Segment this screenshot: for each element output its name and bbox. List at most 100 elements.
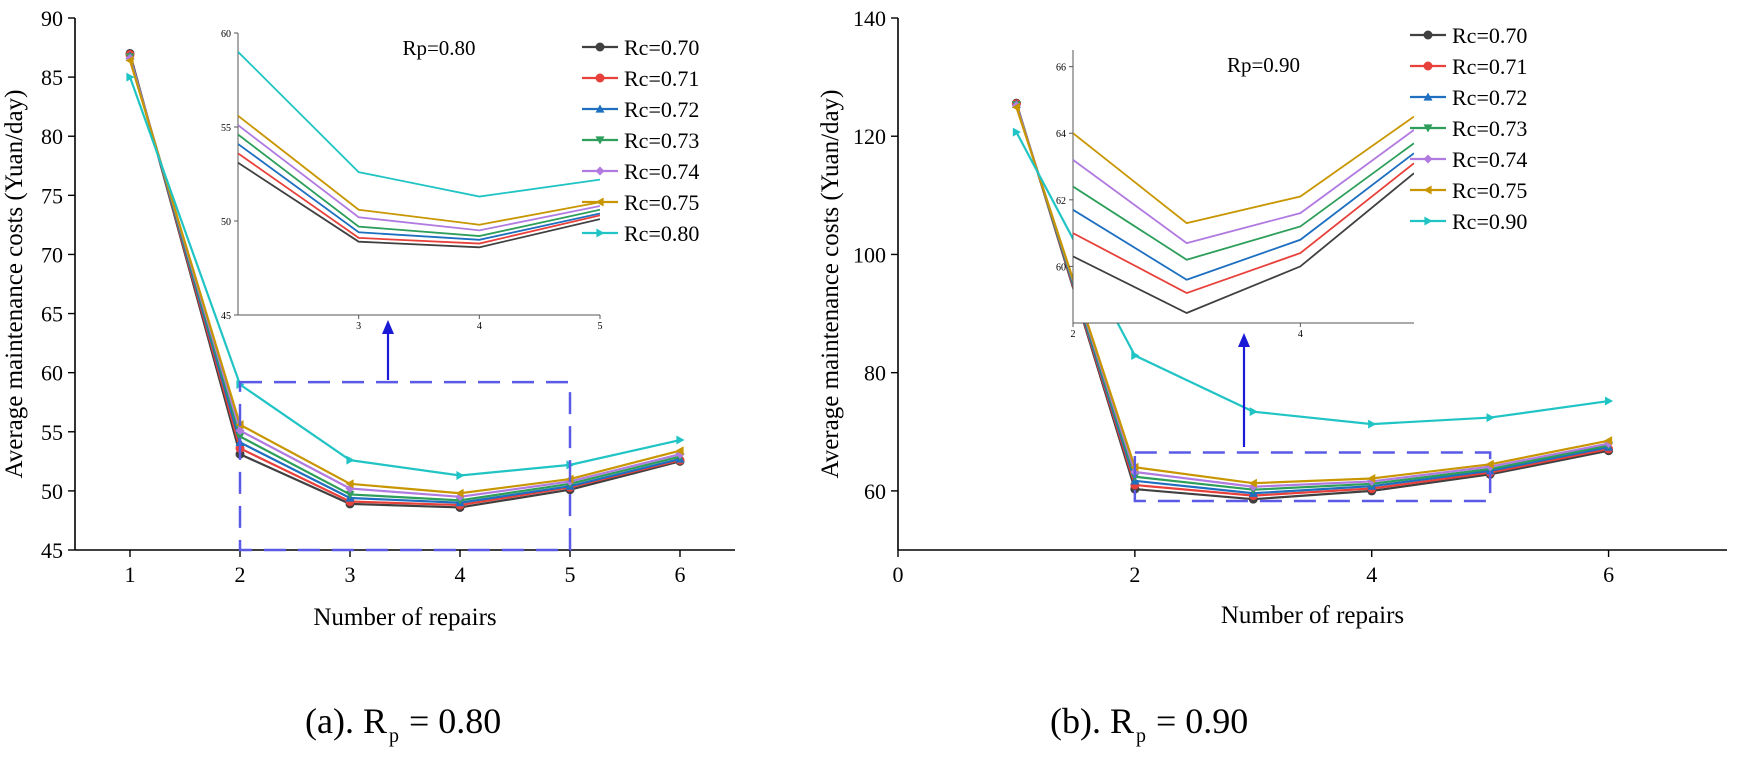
x-axis-label: Number of repairs — [1221, 602, 1404, 629]
inset-series-line — [1073, 162, 1414, 295]
data-point — [1249, 407, 1258, 417]
x-tick-label: 4 — [1366, 562, 1377, 587]
legend-marker — [1424, 216, 1433, 226]
data-point — [346, 455, 355, 465]
y-tick-label: 70 — [41, 242, 63, 267]
y-tick-label: 45 — [41, 538, 63, 563]
x-tick-label: 2 — [1129, 562, 1140, 587]
y-tick-label: 75 — [41, 183, 63, 208]
legend-label: Rc=0.73 — [624, 128, 699, 153]
data-point — [125, 56, 134, 66]
data-point — [1486, 413, 1495, 423]
inset-y-tick-label: 60 — [1056, 262, 1066, 273]
inset-x-tick-label: 3 — [356, 321, 361, 332]
inset-series-line — [1073, 129, 1414, 245]
legend-marker — [595, 73, 605, 83]
data-point — [345, 479, 354, 489]
inset-background — [1073, 50, 1414, 323]
inset-y-tick-label: 62 — [1056, 196, 1066, 207]
y-axis-label: Average maintenance costs (Yuan/day) — [1, 90, 28, 479]
inset-title: Rp=0.90 — [1227, 53, 1300, 77]
y-tick-label: 85 — [41, 65, 63, 90]
legend-marker — [595, 197, 604, 207]
legend-label: Rc=0.70 — [624, 35, 699, 60]
series-line — [128, 57, 681, 498]
x-tick-label: 2 — [235, 562, 246, 587]
legend-marker — [1423, 92, 1433, 101]
data-point — [1604, 436, 1613, 446]
legend-label: Rc=0.71 — [1452, 54, 1527, 79]
legend-marker — [596, 228, 605, 238]
data-point — [1485, 459, 1494, 469]
data-point — [345, 490, 355, 499]
legend: Rc=0.70 Rc=0.71 Rc=0.72 Rc=0.73 Rc=0.74 Rc=0.… — [1410, 23, 1527, 234]
x-tick-label: 0 — [893, 562, 904, 587]
series-line — [128, 76, 681, 477]
x-tick-label: 6 — [675, 562, 686, 587]
y-tick-label: 80 — [41, 124, 63, 149]
inset-series-line — [1073, 115, 1414, 225]
legend-label: Rc=0.74 — [1452, 147, 1527, 172]
inset-x-tick-label: 5 — [598, 321, 603, 332]
series-line — [128, 60, 681, 495]
series-line — [128, 54, 681, 507]
x-axis-label: Number of repairs — [313, 604, 496, 631]
y-tick-label: 55 — [41, 420, 63, 445]
legend-label: Rc=0.71 — [624, 66, 699, 91]
data-point — [126, 72, 135, 82]
legend-label: Rc=0.72 — [624, 97, 699, 122]
series-Rc=0.75 — [1011, 102, 1613, 488]
data-point — [456, 471, 465, 481]
data-point — [1368, 419, 1377, 429]
data-point — [1131, 351, 1140, 361]
series-line — [1015, 104, 1609, 491]
inset-x-tick-label: 2 — [1071, 329, 1076, 340]
zoom-arrow-head — [382, 320, 394, 334]
zoom-region-box — [238, 380, 572, 552]
inset-series-line — [238, 115, 600, 226]
legend-marker — [595, 166, 605, 176]
inset-series-line — [238, 124, 600, 232]
data-point — [455, 488, 464, 498]
x-tick-label: 5 — [565, 562, 576, 587]
legend-marker — [1423, 185, 1432, 195]
legend-label: Rc=0.75 — [624, 190, 699, 215]
inset-title: Rp=0.80 — [402, 36, 475, 60]
legend-label: Rc=0.80 — [624, 221, 699, 246]
inset-x-tick-label: 4 — [1298, 329, 1303, 340]
legend-marker — [1423, 124, 1433, 133]
inset-series-line — [1073, 152, 1414, 281]
zoom-arrow-head — [1238, 333, 1250, 347]
series-line — [1015, 105, 1609, 488]
series-line — [128, 56, 681, 502]
y-tick-label: 80 — [864, 361, 886, 386]
legend-marker — [1423, 30, 1433, 40]
data-point — [1367, 473, 1376, 483]
inset-y-tick-label: 64 — [1056, 129, 1066, 140]
y-tick-label: 90 — [41, 6, 63, 31]
series-line — [1015, 106, 1609, 485]
data-point — [1248, 478, 1257, 488]
inset-x-tick-label: 4 — [477, 321, 482, 332]
inset-series-line — [1073, 172, 1414, 314]
legend-marker — [1423, 61, 1433, 71]
data-point — [676, 435, 685, 445]
legend-marker — [595, 104, 605, 113]
inset-series-line — [238, 143, 600, 241]
y-tick-label: 120 — [853, 124, 886, 149]
legend-label: Rc=0.70 — [1452, 23, 1527, 48]
data-point — [1604, 396, 1614, 406]
x-tick-label: 6 — [1603, 562, 1614, 587]
legend-marker — [1423, 154, 1433, 164]
y-tick-label: 50 — [41, 479, 63, 504]
inset-background — [238, 33, 600, 315]
y-axis-label: Average maintenance costs (Yuan/day) — [817, 90, 844, 479]
inset-y-tick-label: 45 — [221, 311, 231, 322]
data-point — [675, 446, 684, 456]
series-line — [128, 53, 681, 509]
legend-label: Rc=0.75 — [1452, 178, 1527, 203]
zoom-region-box — [1133, 451, 1492, 503]
